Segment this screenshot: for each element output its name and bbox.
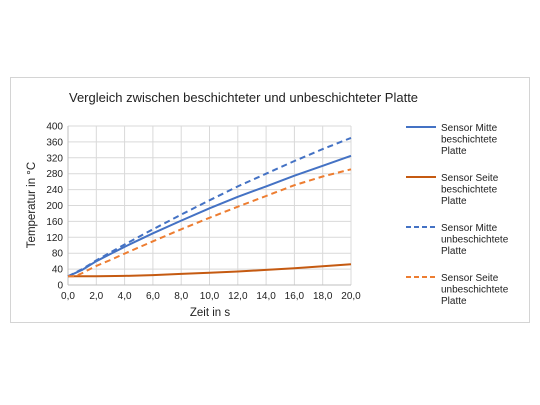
x-tick-label: 4,0: [118, 291, 132, 302]
x-tick-label: 0,0: [61, 291, 75, 302]
x-tick-label: 16,0: [285, 291, 305, 302]
x-tick-label: 10,0: [200, 291, 220, 302]
series-line-2: [67, 136, 352, 278]
y-tick-label: 400: [46, 122, 63, 133]
legend-label-line: Sensor Mitte: [441, 223, 498, 234]
legend-label-line: unbeschichtete: [441, 285, 509, 296]
chart-frame: Vergleich zwischen beschichteter und unb…: [10, 77, 530, 323]
x-tick-label: 2,0: [89, 291, 103, 302]
chart-canvas: Vergleich zwischen beschichteter und unb…: [26, 90, 509, 319]
series-lines: [67, 136, 352, 278]
x-tick-label: 14,0: [256, 291, 276, 302]
legend-label-line: Sensor Mitte: [441, 123, 498, 134]
tick-labels: 0 40 80 120 160 200 240 280 320 360 400 0,0 2,0 4,0 6,…: [46, 122, 361, 303]
legend-label-line: beschichtete: [441, 185, 498, 196]
y-tick-label: 40: [52, 265, 64, 276]
y-tick-label: 0: [57, 281, 63, 292]
y-tick-label: 240: [46, 185, 63, 196]
legend-label-line: Sensor Seite: [441, 273, 499, 284]
legend-label-line: Platte: [441, 246, 467, 257]
legend-label-line: beschichtete: [441, 135, 498, 146]
y-tick-label: 80: [52, 249, 64, 260]
x-tick-label: 8,0: [174, 291, 188, 302]
series-line-1: [68, 263, 352, 278]
legend-label-line: Platte: [441, 146, 467, 157]
legend-label-line: unbeschichtete: [441, 235, 509, 246]
legend-label-line: Sensor Seite: [441, 173, 499, 184]
y-tick-label: 320: [46, 153, 63, 164]
x-tick-label: 12,0: [228, 291, 248, 302]
legend-label-line: Platte: [441, 196, 467, 207]
y-tick-label: 160: [46, 217, 63, 228]
y-axis-label: Temperatur in °C: [26, 162, 38, 248]
x-tick-label: 20,0: [341, 291, 361, 302]
x-tick-label: 18,0: [313, 291, 333, 302]
x-tick-label: 6,0: [146, 291, 160, 302]
y-tick-label: 280: [46, 169, 63, 180]
legend-label-line: Platte: [441, 296, 467, 307]
chart-title: Vergleich zwischen beschichteter und unb…: [69, 90, 418, 105]
x-axis-label: Zeit in s: [190, 307, 231, 319]
y-tick-label: 360: [46, 137, 63, 148]
axes: [67, 126, 351, 286]
y-tick-label: 200: [46, 201, 63, 212]
grid-lines: [67, 125, 352, 286]
y-tick-label: 120: [46, 233, 63, 244]
